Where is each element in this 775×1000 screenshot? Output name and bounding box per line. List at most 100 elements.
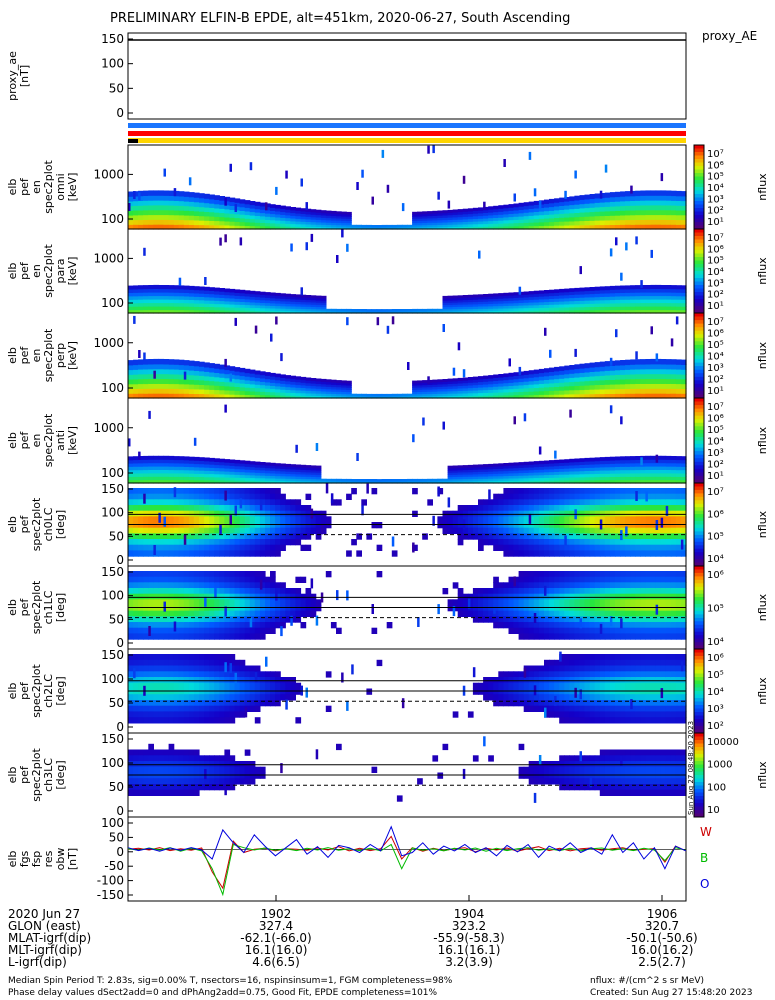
spectrogram-cell	[305, 223, 312, 227]
spectrogram-cell	[549, 292, 555, 297]
spectrogram-cell	[442, 310, 449, 314]
spectrogram-cell	[148, 373, 154, 380]
spectrogram-cell	[143, 195, 149, 201]
spectrogram-cell	[508, 219, 515, 224]
spectrogram-cell	[224, 599, 231, 606]
spectrogram-cell	[488, 383, 494, 388]
spectrogram-cell	[564, 225, 570, 230]
spectrogram-cell	[168, 295, 175, 300]
spectrogram-cell	[467, 469, 474, 473]
spectrogram-cell	[168, 455, 175, 460]
spectrogram-cell	[599, 470, 606, 474]
spectrogram-cell	[138, 459, 144, 464]
colorbar-step	[694, 541, 704, 546]
spectrogram-cell	[665, 288, 672, 293]
spectrogram-cell	[625, 374, 631, 380]
spectrogram-cell	[188, 476, 195, 481]
spectrogram-cell	[254, 380, 261, 385]
spectrogram-cell	[244, 390, 251, 395]
spectrogram-cell	[305, 588, 312, 595]
spectrogram-cell	[680, 195, 687, 202]
colorbar-step	[694, 148, 704, 153]
spectrogram-cell	[518, 384, 525, 389]
spectrogram-cell	[336, 310, 342, 314]
spectrogram-cell	[589, 224, 596, 230]
spectrogram-cell	[188, 302, 195, 307]
spectrogram-cell	[199, 571, 205, 578]
spectrogram-cell	[209, 220, 215, 226]
spectrogram-cell	[680, 505, 687, 512]
spectrogram-cell	[128, 605, 134, 612]
spectrogram-cell	[483, 381, 489, 385]
spectrogram-cell	[574, 300, 581, 305]
spectrogram-cell	[533, 466, 540, 470]
spectrogram-speck	[538, 200, 542, 209]
spectrogram-cell	[645, 302, 652, 307]
spectrogram-cell	[346, 389, 352, 393]
spectrogram-cell	[503, 527, 510, 534]
spectrogram-cell	[300, 610, 307, 617]
spectrogram-cell	[574, 291, 581, 295]
spectrogram-cell	[280, 305, 286, 309]
spectrogram-cell	[183, 383, 190, 390]
spectrogram-cell	[472, 505, 479, 512]
spectrogram-cell	[645, 219, 652, 225]
spectrogram-cell	[635, 373, 641, 380]
spectrogram-speck	[670, 338, 674, 347]
spectrogram-cell	[158, 616, 165, 623]
spectrogram-speck	[478, 250, 481, 259]
spectrogram-cell	[168, 306, 175, 311]
spectrogram-cell	[604, 533, 611, 540]
colorbar-step	[694, 274, 704, 279]
spectrogram-cell	[665, 479, 672, 484]
spectrogram-cell	[173, 302, 180, 307]
spectrogram-cell	[493, 599, 499, 606]
spectrogram-cell	[259, 219, 266, 223]
spectrogram-cell	[635, 214, 641, 220]
spectrogram-cell	[173, 224, 180, 230]
spectrogram-cell	[625, 476, 631, 481]
spectrogram-cell	[533, 571, 540, 578]
spectrogram-cell	[452, 219, 459, 223]
spectrogram-cell	[599, 493, 606, 500]
y-axis-label: elb	[6, 432, 19, 449]
spectrogram-cell	[285, 505, 291, 512]
spectrogram-cell	[204, 522, 210, 529]
spectrogram-cell	[478, 610, 484, 617]
spectrogram-cell	[655, 302, 662, 307]
spectrogram-cell	[417, 393, 423, 397]
spectrogram-cell	[280, 220, 286, 224]
spectrogram-cell	[478, 616, 484, 623]
spectrogram-cell	[513, 391, 520, 396]
spectrogram-cell	[275, 207, 281, 212]
spectrogram-cell	[214, 599, 220, 606]
spectrogram-cell	[295, 299, 302, 302]
spectrogram-cell	[310, 593, 317, 600]
colorbar-step	[694, 458, 704, 463]
spectrogram-cell	[158, 309, 165, 314]
spectrogram-cell	[665, 493, 672, 500]
spectrogram-cell	[148, 455, 154, 460]
spectrogram-cell	[178, 200, 185, 206]
spectrogram-cell	[478, 389, 484, 394]
spectrogram-cell	[330, 478, 337, 482]
spectrogram-cell	[615, 505, 621, 512]
spectrogram-cell	[193, 370, 200, 376]
spectrogram-cell	[574, 195, 581, 201]
spectrogram-cell	[275, 391, 281, 396]
spectrogram-cell	[239, 199, 246, 204]
spectrogram-cell	[168, 605, 175, 612]
spectrogram-cell	[427, 224, 433, 228]
spectrogram-cell	[351, 479, 357, 482]
spectrogram-cell	[670, 466, 677, 471]
spectrogram-cell	[599, 361, 606, 367]
spectrogram-cell	[493, 470, 499, 474]
spectrogram-cell	[341, 395, 347, 399]
spectrogram-cell	[199, 211, 205, 217]
spectrogram-cell	[300, 218, 307, 222]
spectrogram-cell	[523, 302, 530, 306]
spectrogram-cell	[630, 488, 636, 495]
spectrogram-cell	[528, 472, 535, 476]
spectrogram-cell	[183, 522, 190, 529]
spectrogram-cell	[604, 463, 611, 468]
